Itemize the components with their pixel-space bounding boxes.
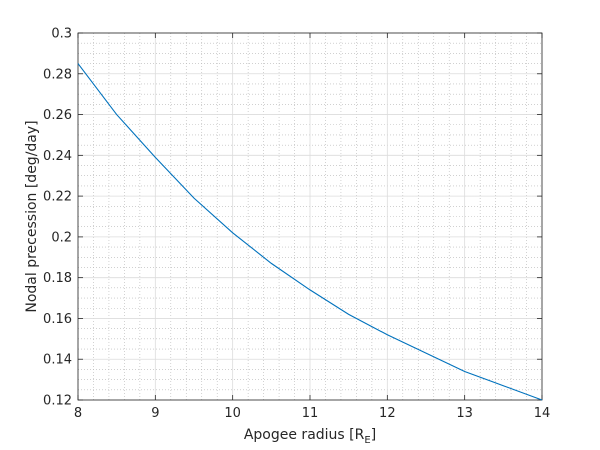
y-tick-label: 0.24 (43, 149, 72, 164)
y-tick-label: 0.14 (43, 353, 72, 368)
x-tick-label: 10 (224, 406, 241, 421)
x-tick-label: 9 (151, 406, 159, 421)
y-tick-label: 0.28 (43, 67, 72, 82)
y-tick-label: 0.16 (43, 312, 72, 327)
x-tick-label: 11 (302, 406, 319, 421)
x-axis-label: Apogee radius [RE] (244, 427, 376, 446)
x-tick-label: 8 (74, 406, 82, 421)
y-tick-label: 0.26 (43, 108, 72, 123)
y-tick-label: 0.2 (51, 230, 72, 245)
y-axis-label: Nodal precession [deg/day] (24, 120, 40, 312)
y-tick-label: 0.18 (43, 271, 72, 286)
series-line (77, 63, 543, 401)
x-tick-label: 12 (379, 406, 396, 421)
y-tick-label: 0.12 (43, 394, 72, 409)
series (77, 63, 543, 401)
grid (77, 32, 543, 401)
x-tick-label: 14 (534, 406, 551, 421)
x-tick-label: 13 (456, 406, 473, 421)
y-tick-label: 0.3 (51, 27, 72, 42)
ticks: 8 9 10 11 12 13 14 0.12 0.14 0.16 0.18 0.2 0.22 0.24 0… (43, 27, 550, 422)
y-tick-label: 0.22 (43, 190, 72, 205)
